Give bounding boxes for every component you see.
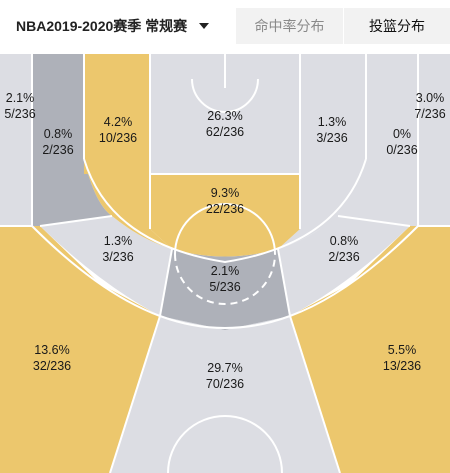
zone-right-elbow-long-two-count: 2/236 — [328, 250, 359, 264]
zone-paint-upper-pct: 26.3% — [207, 109, 242, 123]
zone-right-wing-three-count: 13/236 — [383, 359, 421, 373]
zone-right-elbow-long-two-pct: 0.8% — [330, 234, 359, 248]
zone-top-key-three[interactable] — [110, 316, 340, 473]
zone-left-corner-three-pct: 2.1% — [6, 91, 35, 105]
zone-top-key-long-two-count: 5/236 — [209, 280, 240, 294]
zone-free-throw-area[interactable] — [150, 174, 300, 257]
zone-top-key-three-pct: 29.7% — [207, 361, 242, 375]
zone-left-wing-long-two-count: 2/236 — [42, 143, 73, 157]
zone-left-lane-mid-pct: 4.2% — [104, 115, 133, 129]
zone-right-lane-mid-pct: 1.3% — [318, 115, 347, 129]
zone-right-corner-three[interactable] — [418, 54, 450, 226]
zone-right-wing-three-pct: 5.5% — [388, 343, 417, 357]
zone-free-throw-area-pct: 9.3% — [211, 186, 240, 200]
tab-fg-percentage[interactable]: 命中率分布 — [236, 8, 343, 44]
zone-right-corner-three-count: 7/236 — [414, 107, 445, 121]
zone-left-wing-three-pct: 13.6% — [34, 343, 69, 357]
zone-labels: 2.1% 5/236 0.8% 2/236 4.2% 10/236 26.3% … — [4, 91, 445, 391]
zone-top-key-long-two[interactable] — [160, 249, 290, 330]
zone-left-elbow-long-two-pct: 1.3% — [104, 234, 133, 248]
tab-shot-distribution[interactable]: 投篮分布 — [343, 8, 450, 44]
zone-left-corner-three[interactable] — [0, 54, 32, 226]
zone-left-lane-mid-count: 10/236 — [99, 131, 137, 145]
zone-left-elbow-long-two-count: 3/236 — [102, 250, 133, 264]
zone-left-wing-long-two-pct: 0.8% — [44, 127, 73, 141]
zone-free-throw-area-count: 22/236 — [206, 202, 244, 216]
zone-right-lane-lower — [278, 159, 366, 249]
zone-left-wing-long-two[interactable] — [32, 54, 112, 226]
zone-top-key-long-two-pct: 2.1% — [211, 264, 240, 278]
zone-left-corner-three-count: 5/236 — [4, 107, 35, 121]
zone-right-elbow-long-two[interactable] — [278, 216, 410, 316]
zone-left-lane-mid[interactable] — [84, 54, 150, 174]
zone-left-wing-three[interactable] — [0, 226, 160, 473]
zone-right-wing-long-two-pct: 0% — [393, 127, 411, 141]
zone-left-elbow-long-two[interactable] — [40, 216, 172, 316]
shot-chart-court: 2.1% 5/236 0.8% 2/236 4.2% 10/236 26.3% … — [0, 54, 450, 473]
zone-left-wing-three-count: 32/236 — [33, 359, 71, 373]
zone-top-key-three-count: 70/236 — [206, 377, 244, 391]
season-label: NBA2019-2020赛季 常规赛 — [16, 18, 188, 34]
header-bar: NBA2019-2020赛季 常规赛 命中率分布 投篮分布 — [0, 0, 450, 54]
view-tabs: 命中率分布 投篮分布 — [236, 8, 450, 44]
caret-down-icon — [199, 23, 210, 29]
season-selector[interactable]: NBA2019-2020赛季 常规赛 — [16, 16, 210, 36]
zone-right-lane-mid-count: 3/236 — [316, 131, 347, 145]
zone-right-corner-three-pct: 3.0% — [416, 91, 445, 105]
zone-right-wing-three[interactable] — [290, 226, 450, 473]
zone-right-wing-long-two[interactable] — [338, 54, 418, 226]
zone-paint-upper-count: 62/236 — [206, 125, 244, 139]
zone-right-wing-long-two-count: 0/236 — [386, 143, 417, 157]
